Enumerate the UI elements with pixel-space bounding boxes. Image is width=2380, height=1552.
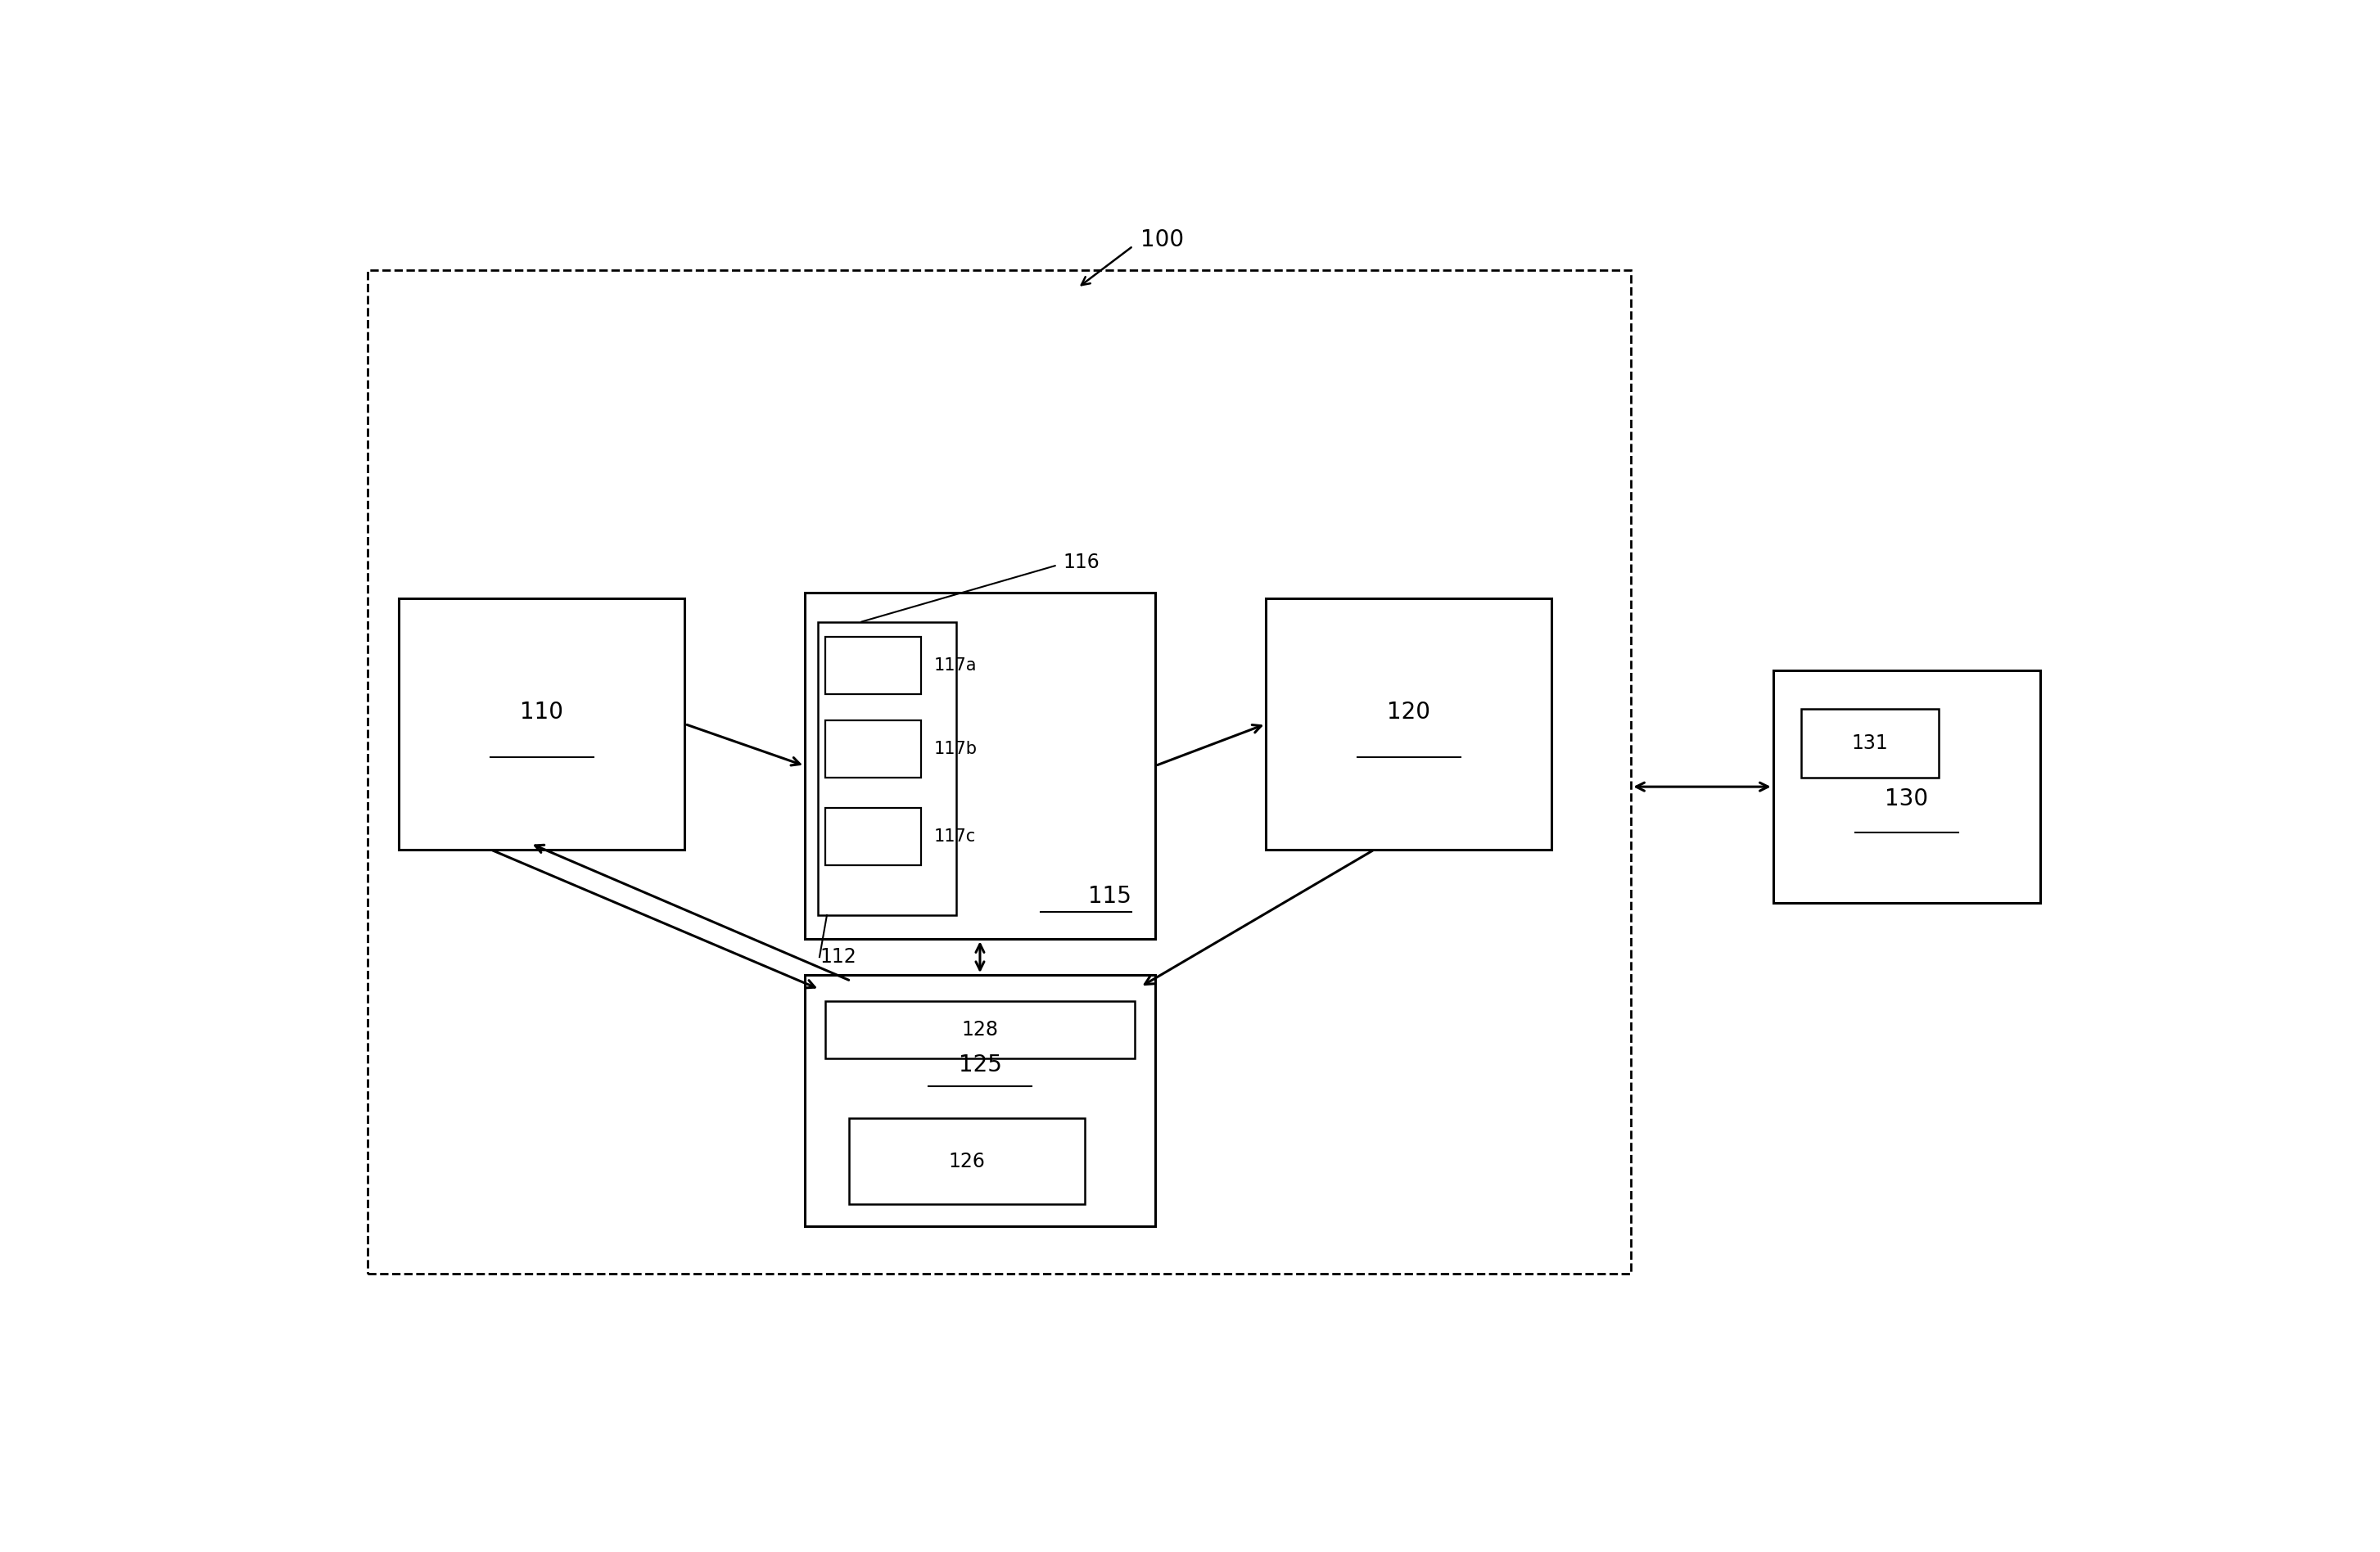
- FancyBboxPatch shape: [819, 622, 957, 916]
- Text: 126: 126: [950, 1152, 985, 1172]
- FancyBboxPatch shape: [804, 975, 1154, 1226]
- FancyBboxPatch shape: [1266, 599, 1552, 849]
- FancyBboxPatch shape: [826, 1001, 1135, 1058]
- Text: 100: 100: [1140, 228, 1183, 251]
- FancyBboxPatch shape: [850, 1119, 1085, 1204]
- FancyBboxPatch shape: [367, 270, 1630, 1274]
- Text: 117a: 117a: [933, 656, 976, 674]
- Text: 116: 116: [1064, 553, 1100, 573]
- FancyBboxPatch shape: [400, 599, 685, 849]
- FancyBboxPatch shape: [1773, 670, 2040, 903]
- Text: 112: 112: [819, 947, 857, 967]
- Text: 130: 130: [1885, 787, 1928, 810]
- Text: 115: 115: [1088, 885, 1130, 908]
- FancyBboxPatch shape: [1802, 708, 1940, 778]
- FancyBboxPatch shape: [804, 593, 1154, 939]
- FancyBboxPatch shape: [826, 807, 921, 864]
- Text: 131: 131: [1852, 733, 1887, 753]
- Text: 125: 125: [959, 1054, 1002, 1076]
- FancyBboxPatch shape: [826, 720, 921, 778]
- Text: 117b: 117b: [933, 740, 978, 757]
- Text: 120: 120: [1388, 700, 1430, 723]
- Text: 128: 128: [962, 1020, 997, 1040]
- Text: 117c: 117c: [933, 829, 976, 844]
- Text: 110: 110: [521, 700, 564, 723]
- FancyBboxPatch shape: [826, 636, 921, 694]
